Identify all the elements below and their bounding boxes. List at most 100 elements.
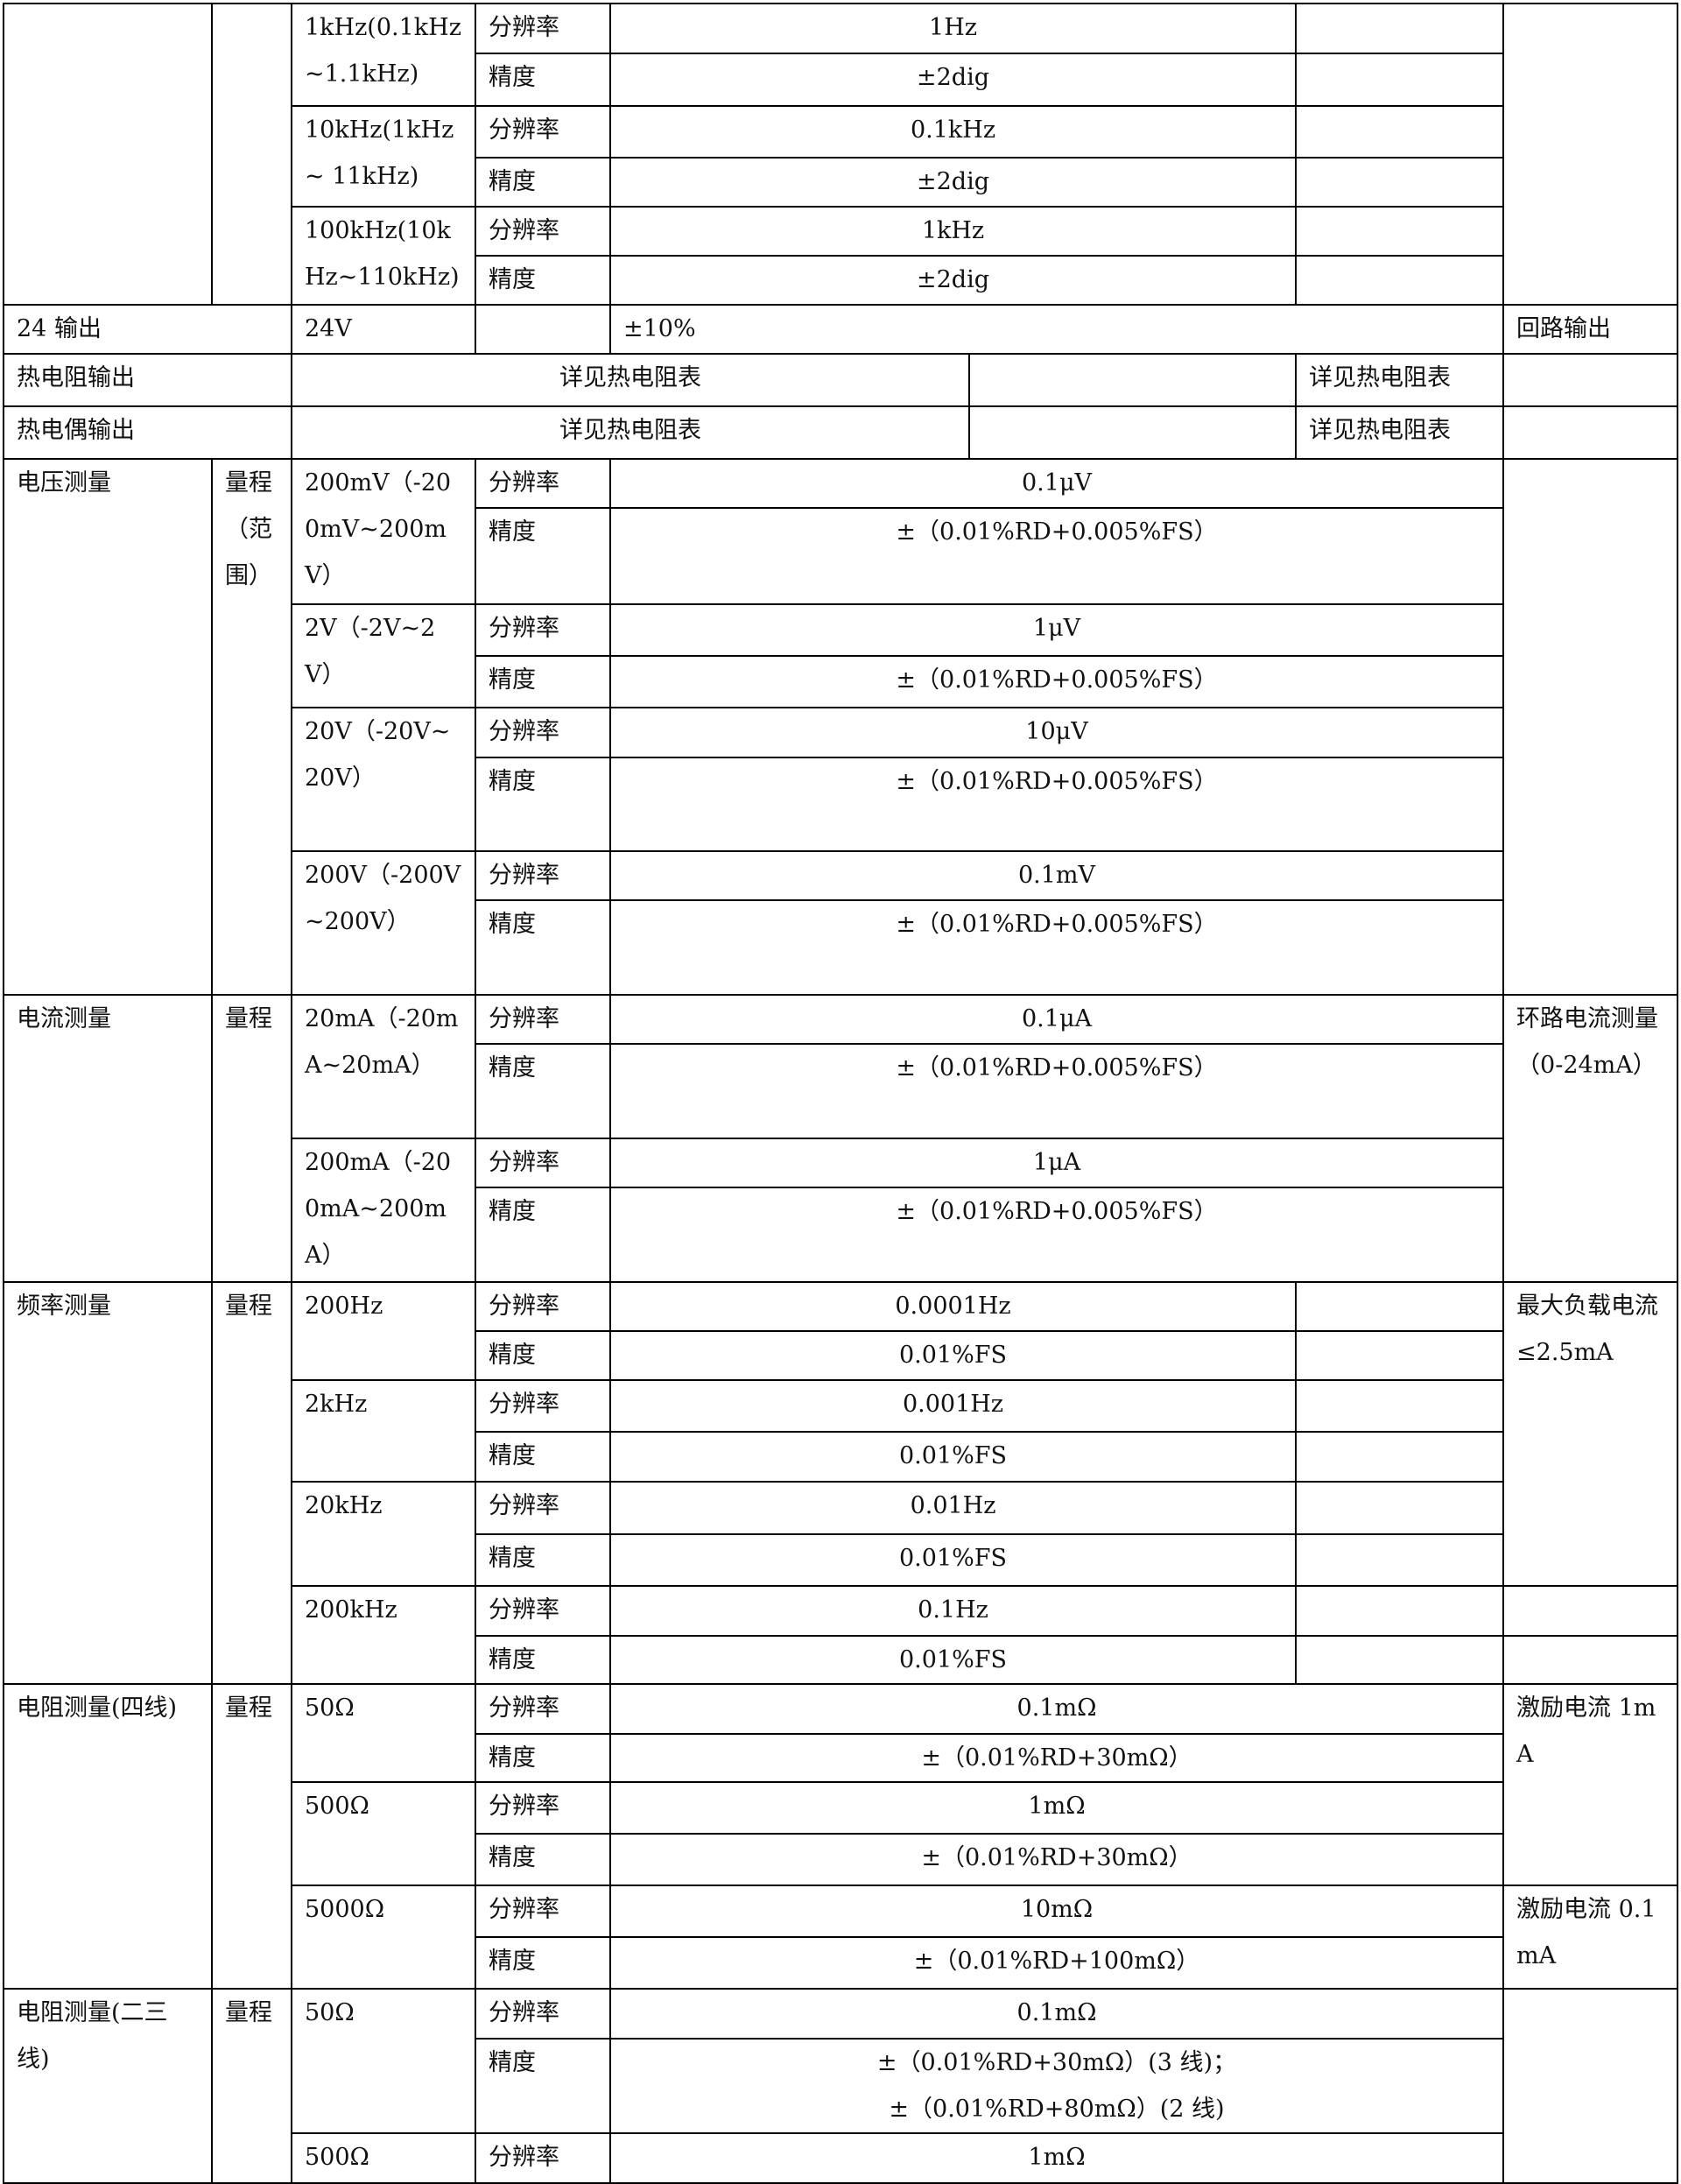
cell-text: 回路输出 <box>1516 315 1612 342</box>
table-cell <box>3 3 213 306</box>
table-cell: 精度 <box>475 1187 611 1283</box>
table-cell <box>1295 1533 1505 1587</box>
cell-text: 50Ω <box>305 1999 355 2026</box>
table-body: 1kHz(0.1kHz ~1.1kHz) 分辨率 1Hz 精度 ±2dig 10kHz(1… <box>3 3 1679 2184</box>
cell-text: 100kHz(10k Hz~110kHz) <box>305 217 460 291</box>
cell-text: ±（0.01%RD+0.005%FS） <box>896 768 1218 795</box>
table-cell: 详见热电阻表 <box>291 405 970 460</box>
cell-text: 分辨率 <box>489 1596 559 1624</box>
table-cell <box>1295 157 1505 208</box>
table-cell <box>1295 1281 1505 1332</box>
table-row: 精度 ±（0.01%RD+0.005%FS） <box>4 507 1677 605</box>
table-row: 24 输出 24V ±10% 回路输出 <box>3 304 1679 355</box>
table-cell: 0.1kHz <box>608 105 1298 159</box>
table-cell <box>1295 1635 1505 1685</box>
cell-text: 1μV <box>1032 615 1081 642</box>
cell-text: 分辨率 <box>489 1896 559 1923</box>
table-cell: ±2dig <box>608 53 1298 107</box>
table-cell <box>1295 1431 1505 1483</box>
table-cell <box>1502 1635 1679 1685</box>
cell-text: 0.1μV <box>1022 469 1092 497</box>
table-row: 2kHz 分辨率 0.001Hz <box>4 1379 1677 1483</box>
table-row: 热电偶输出 详见热电阻表 详见热电阻表 <box>3 405 1679 460</box>
table-cell: 分辨率 <box>475 1281 611 1332</box>
cell-text: 0.01%FS <box>899 1646 1008 1673</box>
cell-text: 精度 <box>489 1948 536 1975</box>
table-cell: ±10% <box>608 304 1505 355</box>
table-row: 精度 ±（0.01%RD+0.005%FS） <box>4 1043 1677 1139</box>
cell-text: 0.01%FS <box>899 1545 1008 1572</box>
table-cell: ±2dig <box>608 255 1298 306</box>
cell-text: 精度 <box>489 1744 536 1772</box>
table-row: 精度 ±2dig <box>4 255 1677 306</box>
table-cell: 0.01%FS <box>608 1431 1298 1483</box>
table-cell: ±（0.01%RD+0.005%FS） <box>608 1043 1505 1139</box>
cell-text: 详见热电阻表 <box>1309 364 1452 391</box>
table-cell: 0.1mV <box>608 850 1505 901</box>
cell-text: 200mA（-200mA~200mA） <box>305 1149 452 1269</box>
table-cell: 精度 <box>475 1431 611 1483</box>
cell-text: 分辨率 <box>489 615 559 642</box>
table-cell: 分辨率 <box>475 458 611 509</box>
cell-text: 分辨率 <box>489 1293 559 1320</box>
table-row: 2V（-2V~2V） 分辨率 1μV <box>4 603 1677 708</box>
table-cell: 精度 <box>475 1043 611 1139</box>
cell-text: 精度 <box>489 1545 536 1572</box>
cell-text: ±2dig <box>917 266 990 293</box>
cell-text: 0.1mΩ <box>1016 1999 1097 2026</box>
table-cell: ±（0.01%RD+0.005%FS） <box>608 655 1505 708</box>
cell-text: 电流测量 <box>17 1005 111 1032</box>
cell-text: 1kHz(0.1kHz ~1.1kHz) <box>305 14 461 88</box>
table-cell: 1μA <box>608 1138 1505 1188</box>
table-cell <box>1295 3 1505 54</box>
table-cell: 500Ω <box>291 1781 476 1886</box>
table-cell: 1mΩ <box>608 2132 1505 2184</box>
table-cell: 回路输出 <box>1502 304 1679 355</box>
table-cell: 精度 <box>475 157 611 208</box>
cell-text: 10μV <box>1025 718 1088 745</box>
table-row: 精度 ±（0.01%RD+0.005%FS） <box>4 1187 1677 1283</box>
table-cell: 量程 <box>211 1281 292 1685</box>
table-cell <box>1295 1585 1505 1637</box>
table-cell: 详见热电阻表 <box>1295 405 1505 460</box>
table-cell <box>475 304 611 355</box>
table-cell: 5000Ω <box>291 1885 476 1990</box>
cell-text: 分辨率 <box>489 1005 559 1032</box>
table-cell: 0.1μA <box>608 994 1505 1045</box>
table-cell: 10kHz(1kHz~ 11kHz) <box>291 105 476 208</box>
table-cell: 2V（-2V~2V） <box>291 603 476 708</box>
table-cell <box>1502 405 1679 460</box>
table-cell <box>1295 53 1505 107</box>
table-cell: 0.01%FS <box>608 1330 1298 1381</box>
table-cell: 0.01%FS <box>608 1635 1298 1685</box>
table-cell: 200V（-200V~200V） <box>291 850 476 996</box>
table-cell: 0.0001Hz <box>608 1281 1298 1332</box>
table-cell: 精度 <box>475 1733 611 1783</box>
table-cell: 200mA（-200mA~200mA） <box>291 1138 476 1283</box>
table-row: 精度 ±（0.01%RD+100mΩ） <box>4 1936 1677 1990</box>
table-row: 20kHz 分辨率 0.01Hz <box>4 1481 1677 1587</box>
cell-text: 精度 <box>489 168 536 195</box>
cell-text: 精度 <box>489 1646 536 1673</box>
cell-text: 电阻测量(四线) <box>17 1694 178 1722</box>
table-cell: 1Hz <box>608 3 1298 54</box>
table-cell: ±（0.01%RD+100mΩ） <box>608 1936 1505 1990</box>
table-cell: 24 输出 <box>3 304 292 355</box>
table-cell: 量程 <box>211 1683 292 1990</box>
table-cell: 详见热电阻表 <box>1295 353 1505 407</box>
table-cell: 精度 <box>475 1936 611 1990</box>
table-cell: ±（0.01%RD+30mΩ） <box>608 1833 1505 1886</box>
table-cell: 0.1μV <box>608 458 1505 509</box>
cell-text: 电压测量 <box>17 469 111 497</box>
table-row: 精度 0.01%FS <box>4 1635 1679 1685</box>
table-cell: 环路电流测量（0-24mA） <box>1502 994 1679 1283</box>
table-cell: 分辨率 <box>475 1379 611 1433</box>
table-cell: 0.1Hz <box>608 1585 1298 1637</box>
table-row: 精度 ±（0.01%RD+0.005%FS） <box>4 757 1677 852</box>
table-cell: ±（0.01%RD+0.005%FS） <box>608 899 1505 996</box>
table-cell: 200mV（-200mV~200mV） <box>291 458 476 605</box>
table-cell <box>1502 353 1679 407</box>
cell-text: ±（0.01%RD+0.005%FS） <box>896 666 1218 694</box>
cell-text: 1mΩ <box>1028 1793 1086 1820</box>
table-cell: 200kHz <box>291 1585 476 1685</box>
